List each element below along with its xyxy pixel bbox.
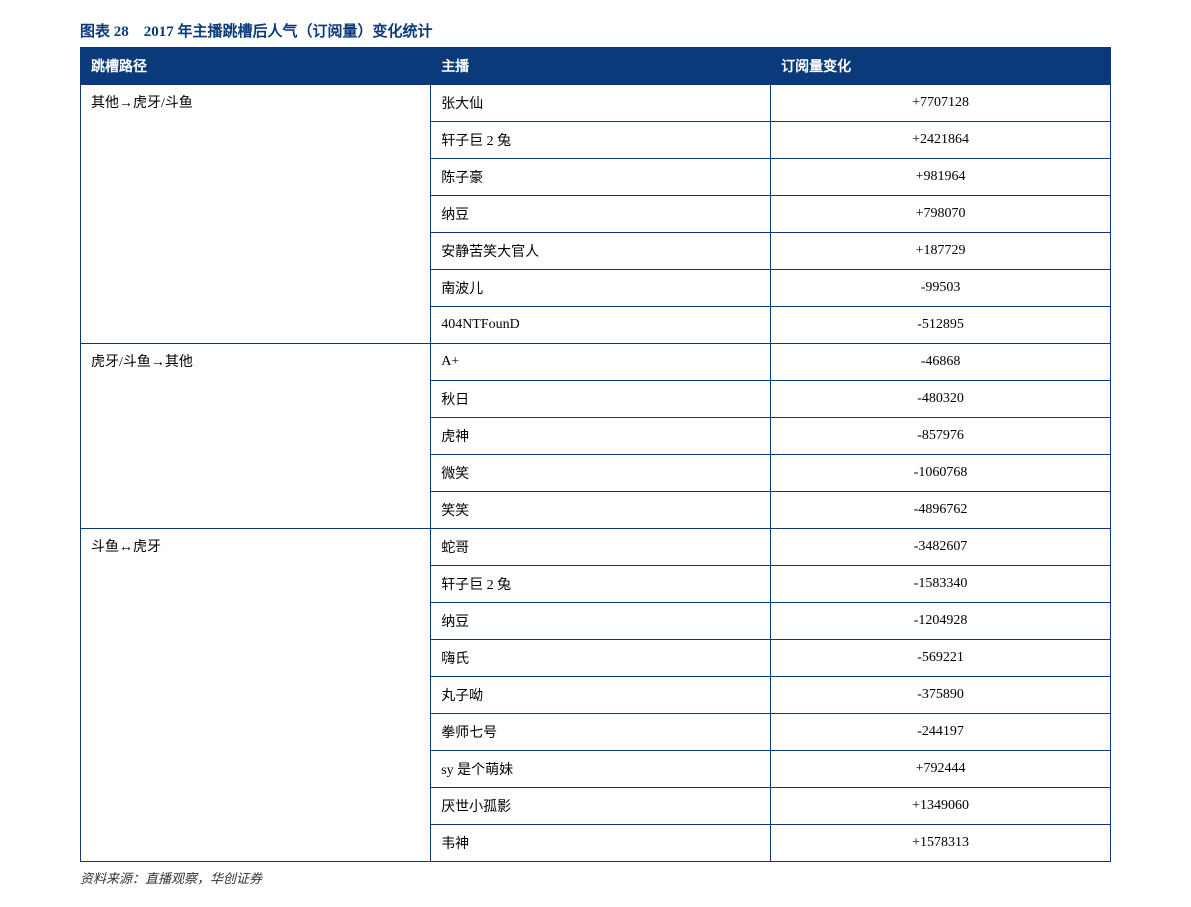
host-cell: 厌世小孤影 — [431, 788, 771, 825]
data-table: 跳槽路径 主播 订阅量变化 其他→虎牙/斗鱼张大仙+7707128轩子巨 2 兔… — [80, 47, 1111, 862]
route-cell: 虎牙/斗鱼→其他 — [81, 344, 431, 529]
change-cell: -4896762 — [771, 492, 1111, 529]
host-cell: 404NTFounD — [431, 307, 771, 344]
host-cell: 纳豆 — [431, 603, 771, 640]
change-cell: +1349060 — [771, 788, 1111, 825]
change-cell: -512895 — [771, 307, 1111, 344]
change-cell: -569221 — [771, 640, 1111, 677]
host-cell: 微笑 — [431, 455, 771, 492]
route-cell: 其他→虎牙/斗鱼 — [81, 85, 431, 344]
table-row: 斗鱼↔虎牙蛇哥-3482607 — [81, 529, 1111, 566]
change-cell: +798070 — [771, 196, 1111, 233]
host-cell: 丸子呦 — [431, 677, 771, 714]
host-cell: 纳豆 — [431, 196, 771, 233]
change-cell: -857976 — [771, 418, 1111, 455]
change-cell: +792444 — [771, 751, 1111, 788]
host-cell: 陈子豪 — [431, 159, 771, 196]
host-cell: 安静苦笑大官人 — [431, 233, 771, 270]
route-cell: 斗鱼↔虎牙 — [81, 529, 431, 862]
change-cell: -1583340 — [771, 566, 1111, 603]
host-cell: 蛇哥 — [431, 529, 771, 566]
change-cell: -3482607 — [771, 529, 1111, 566]
col-header-host: 主播 — [431, 48, 771, 85]
table-title: 图表 28 2017 年主播跳槽后人气（订阅量）变化统计 — [80, 20, 1111, 41]
host-cell: 韦神 — [431, 825, 771, 862]
change-cell: +2421864 — [771, 122, 1111, 159]
host-cell: 嗨氏 — [431, 640, 771, 677]
host-cell: 秋日 — [431, 381, 771, 418]
change-cell: -99503 — [771, 270, 1111, 307]
source-note: 资料来源：直播观察，华创证券 — [80, 868, 1111, 887]
host-cell: sy 是个萌妹 — [431, 751, 771, 788]
change-cell: +7707128 — [771, 85, 1111, 122]
host-cell: 南波儿 — [431, 270, 771, 307]
host-cell: 拳师七号 — [431, 714, 771, 751]
change-cell: -1204928 — [771, 603, 1111, 640]
host-cell: 虎神 — [431, 418, 771, 455]
host-cell: 张大仙 — [431, 85, 771, 122]
table-row: 其他→虎牙/斗鱼张大仙+7707128 — [81, 85, 1111, 122]
col-header-change: 订阅量变化 — [771, 48, 1111, 85]
change-cell: -244197 — [771, 714, 1111, 751]
host-cell: 轩子巨 2 兔 — [431, 566, 771, 603]
change-cell: -375890 — [771, 677, 1111, 714]
header-row: 跳槽路径 主播 订阅量变化 — [81, 48, 1111, 85]
change-cell: +981964 — [771, 159, 1111, 196]
change-cell: -1060768 — [771, 455, 1111, 492]
change-cell: +187729 — [771, 233, 1111, 270]
host-cell: 笑笑 — [431, 492, 771, 529]
change-cell: -480320 — [771, 381, 1111, 418]
host-cell: 轩子巨 2 兔 — [431, 122, 771, 159]
col-header-route: 跳槽路径 — [81, 48, 431, 85]
change-cell: -46868 — [771, 344, 1111, 381]
change-cell: +1578313 — [771, 825, 1111, 862]
host-cell: A+ — [431, 344, 771, 381]
table-row: 虎牙/斗鱼→其他A+-46868 — [81, 344, 1111, 381]
